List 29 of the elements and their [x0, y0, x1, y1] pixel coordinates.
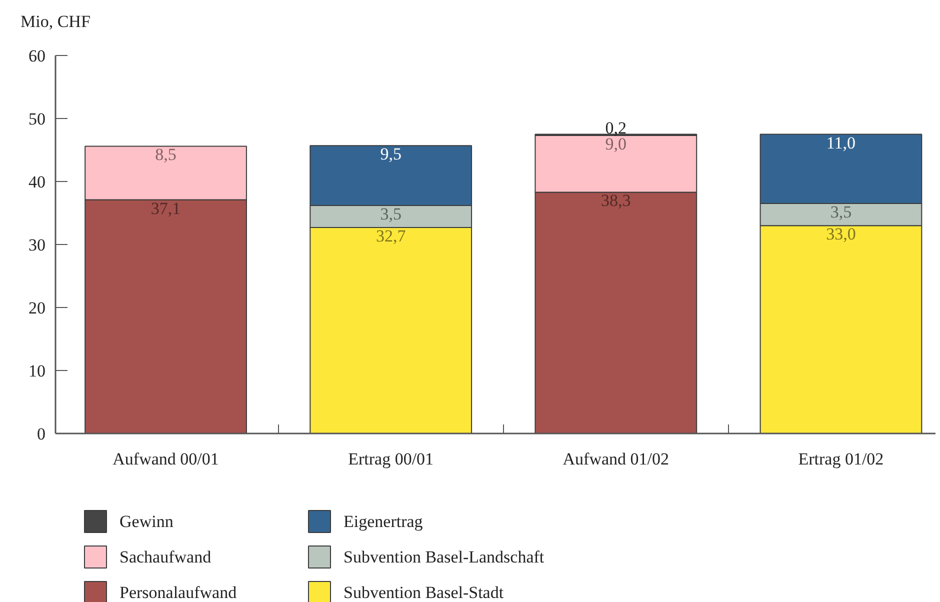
y-tick-label: 50 [28, 110, 46, 128]
x-tick-label: Aufwand 01/02 [562, 450, 670, 468]
data-label: 33,0 [826, 224, 856, 244]
data-label: 3,5 [380, 204, 402, 224]
x-tick-label: Ertrag 00/01 [348, 450, 434, 468]
y-tick-label: 40 [28, 172, 46, 192]
data-label: 3,5 [830, 202, 852, 222]
data-label: 37,1 [150, 198, 181, 218]
data-label: 0,2 [605, 118, 627, 138]
legend-label: Sachaufwand [120, 548, 212, 566]
data-label: 38,3 [601, 191, 631, 210]
data-label: 8,5 [155, 145, 176, 164]
data-label: 9,0 [605, 134, 627, 154]
legend-label: Personalaufwand [120, 583, 238, 602]
y-tick-label: 0 [37, 424, 46, 444]
data-label: 9,5 [380, 144, 402, 164]
legend-label: Subvention Basel-Stadt [344, 583, 504, 602]
x-tick-label: Ertrag 01/02 [798, 450, 884, 468]
data-label: 32,7 [376, 226, 406, 246]
y-tick-label: 60 [28, 46, 46, 66]
y-axis-title: Mio, CHF [20, 12, 90, 31]
legend-label: Eigenertrag [344, 512, 424, 531]
legend-label: Subvention Basel-Landschaft [344, 548, 544, 566]
data-label: 11,0 [826, 133, 856, 152]
legend-label: Gewinn [120, 512, 174, 531]
y-tick-label: 20 [28, 298, 46, 318]
x-tick-label: Aufwand 00/01 [112, 450, 219, 468]
y-tick-label: 10 [28, 362, 46, 380]
y-tick-label: 30 [28, 236, 46, 254]
